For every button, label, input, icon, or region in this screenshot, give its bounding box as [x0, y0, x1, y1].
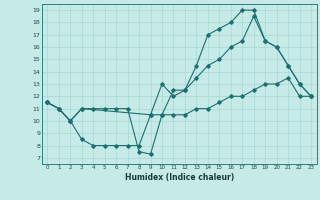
X-axis label: Humidex (Indice chaleur): Humidex (Indice chaleur)	[124, 173, 234, 182]
